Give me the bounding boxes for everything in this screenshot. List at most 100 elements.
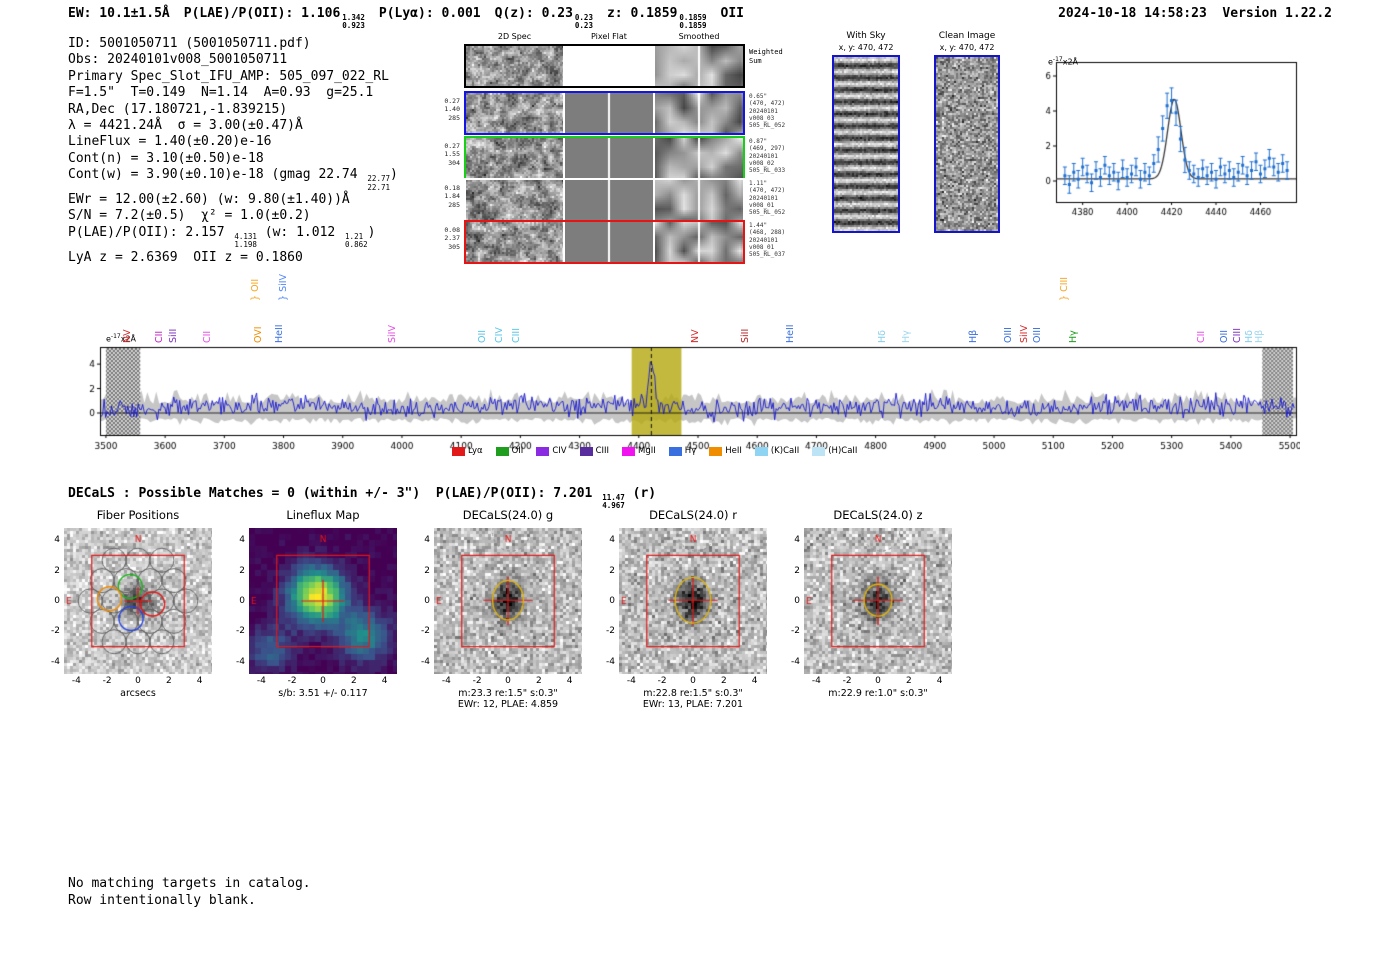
no-match-message: No matching targets in catalog.: [68, 876, 311, 891]
2d-spec-image: [466, 138, 563, 178]
equivalent-width: EWr = 12.00(±2.60) (w: 9.80(±1.40))Å: [68, 192, 350, 208]
fiber-weights-3: 0.18 1.84 285: [444, 184, 460, 209]
zoom-plot-ylabel: e-17x2Å: [1048, 56, 1079, 67]
weighted-sum-label: Weighted Sum: [749, 48, 783, 65]
decals-plae-range: 11.47 4.967: [602, 493, 625, 511]
legend-item: (K)CaII: [754, 446, 800, 456]
fiber-annotation-4: 1.44" (468, 288) 20240101 v008_01 505_RL_037: [749, 222, 786, 259]
cutout-row-fiber-2: [464, 136, 745, 180]
cutout-row-fiber-4: [464, 220, 745, 264]
legend-label: (K)CaII: [770, 446, 800, 456]
pixel-flat-image: [565, 222, 653, 262]
spectrum-ylabel: e-17x2Å: [106, 333, 137, 344]
emission-line-label: SiII: [740, 328, 751, 343]
legend-swatch: [709, 446, 723, 456]
cutout-row-fiber-3: [464, 178, 745, 222]
fiber-weights-4: 0.08 2.37 305: [444, 226, 460, 251]
emission-line-label: CIV: [494, 327, 505, 343]
decals-matches-line: DECaLS : Possible Matches = 0 (within +/…: [68, 486, 657, 511]
panel-xlabel: m:22.9 re:1.0" s:0.3": [828, 688, 928, 699]
panel-title: DECaLS(24.0) r: [649, 508, 737, 522]
2d-spec-image: [466, 46, 563, 86]
emission-line-label: Hβ: [968, 329, 979, 343]
qz-range: 0.23 0.23: [574, 13, 593, 31]
emission-line-label: OIII: [1003, 327, 1014, 343]
panel-title: DECaLS(24.0) z: [833, 508, 923, 522]
smoothed-image: [655, 46, 743, 86]
line-fit-plot: [1030, 52, 1302, 234]
clean-image: [934, 55, 1000, 233]
cutout-panel-decals-g: DECaLS(24.0) g -4 -2 0 2 4 -4 -2 0 2 4 m:23.3 re…: [410, 508, 600, 713]
fiber-annotation-1: 0.65" (470, 472) 20240101 v008_03 505_RL_052: [749, 93, 786, 130]
emission-line-label: SiIV: [1019, 325, 1030, 343]
legend-item: OII: [495, 446, 524, 456]
emission-line-label: } OII: [250, 278, 261, 301]
panel-title: Lineflux Map: [286, 508, 360, 522]
emission-line-label: OII: [1219, 329, 1230, 343]
with-sky-coords: x, y: 470, 472: [838, 43, 894, 52]
fiber-annotation-2: 0.87" (469, 297) 20240101 v008_02 505_RL_033: [749, 138, 786, 175]
cutout-panel-decals-r: DECaLS(24.0) r -4 -2 0 2 4 -4 -2 0 2 4 m:22.8 re…: [595, 508, 785, 713]
emission-line-label: Hδ: [877, 330, 888, 343]
detection-info-block: ID: 5001050711 (5001050711.pdf) Obs: 202…: [68, 36, 398, 266]
cutout-panel-decals-z: DECaLS(24.0) z -4 -2 0 2 4 -4 -2 0 2 4 m:22.9 re…: [780, 508, 970, 713]
legend-swatch: [495, 446, 509, 456]
panel-xlabel: m:23.3 re:1.5" s:0.3": [458, 688, 558, 699]
legend-swatch: [668, 446, 682, 456]
legend-label: HeII: [725, 446, 742, 456]
continuum-n: Cont(n) = 3.10(±0.50)e-18: [68, 150, 264, 166]
legend-label: MgII: [638, 446, 656, 456]
decals-z-image: [804, 528, 952, 674]
legend-item: HeII: [709, 446, 742, 456]
legend-item: CIV: [536, 446, 567, 456]
emission-line-label: NV: [122, 329, 133, 343]
decals-g-image: [434, 528, 582, 674]
smoothed-image: [655, 222, 743, 262]
panel-xlabel: s/b: 3.51 +/- 0.117: [278, 688, 368, 699]
cutout-row-weighted-sum: [464, 44, 745, 88]
blank-row-message: Row intentionally blank.: [68, 892, 256, 908]
cutout-row-fiber-1: [464, 91, 745, 135]
pixel-flat-image: [565, 180, 653, 220]
with-sky-title: With Sky: [846, 31, 886, 41]
legend-swatch: [622, 446, 636, 456]
emission-line-label: Hβ: [1254, 329, 1265, 343]
clean-image-title: Clean Image: [938, 31, 996, 41]
lineflux-map-image: [249, 528, 397, 674]
plae-range-2: 1.21 0.862: [345, 231, 368, 250]
2d-spec-image: [466, 222, 563, 262]
emission-line-label: OIII: [1032, 327, 1043, 343]
smoothed-image: [655, 180, 743, 220]
panel-xlabel: m:22.8 re:1.5" s:0.3": [643, 688, 743, 699]
2d-spec-image: [466, 93, 563, 133]
legend-label: Hγ: [684, 446, 697, 456]
emission-line-label: CII: [1196, 330, 1207, 343]
spectrum-legend: Lyα OII CIV CIII MgII Hγ HeII (K)CaII (H)CaII: [452, 446, 857, 456]
primary-spec-slot: Primary Spec_Slot_IFU_AMP: 505_097_022_R…: [68, 68, 389, 84]
legend-swatch: [536, 446, 550, 456]
ew-value: EW: 10.1±1.5Å: [68, 6, 170, 21]
legend-label: Lyα: [468, 446, 483, 456]
pixel-flat-image: [565, 46, 653, 86]
column-header-2d-spec: 2D Spec: [497, 32, 532, 41]
legend-swatch: [812, 446, 826, 456]
panel-caption: EWr: 13, PLAE: 7.201: [642, 699, 744, 710]
clean-image-coords: x, y: 470, 472: [939, 43, 995, 52]
emission-line-label: } CIII: [1059, 276, 1070, 301]
plae-ratio: P(LAE)/P(OII): 1.106 1.342 0.923: [183, 6, 365, 31]
decals-r-image: [619, 528, 767, 674]
emission-line-label: HeII: [785, 324, 796, 343]
p-lya-value: P(Lyα): 0.001: [378, 6, 481, 21]
legend-label: OII: [511, 446, 524, 456]
legend-item: Hγ: [668, 446, 697, 456]
column-header-pixel-flat: Pixel Flat: [591, 32, 627, 41]
wavelength-sigma: λ = 4421.24Å σ = 3.00(±0.47)Å: [68, 118, 303, 134]
redshift-value: z: 0.1859 0.1859 0.1859: [606, 6, 707, 31]
pixel-flat-image: [565, 138, 653, 178]
smoothed-image: [655, 138, 743, 178]
line-flux: LineFlux = 1.40(±0.20)e-16: [68, 134, 272, 150]
panel-title: Fiber Positions: [96, 508, 180, 522]
emission-line-label: } SiIV: [278, 273, 289, 301]
legend-swatch: [452, 446, 465, 456]
